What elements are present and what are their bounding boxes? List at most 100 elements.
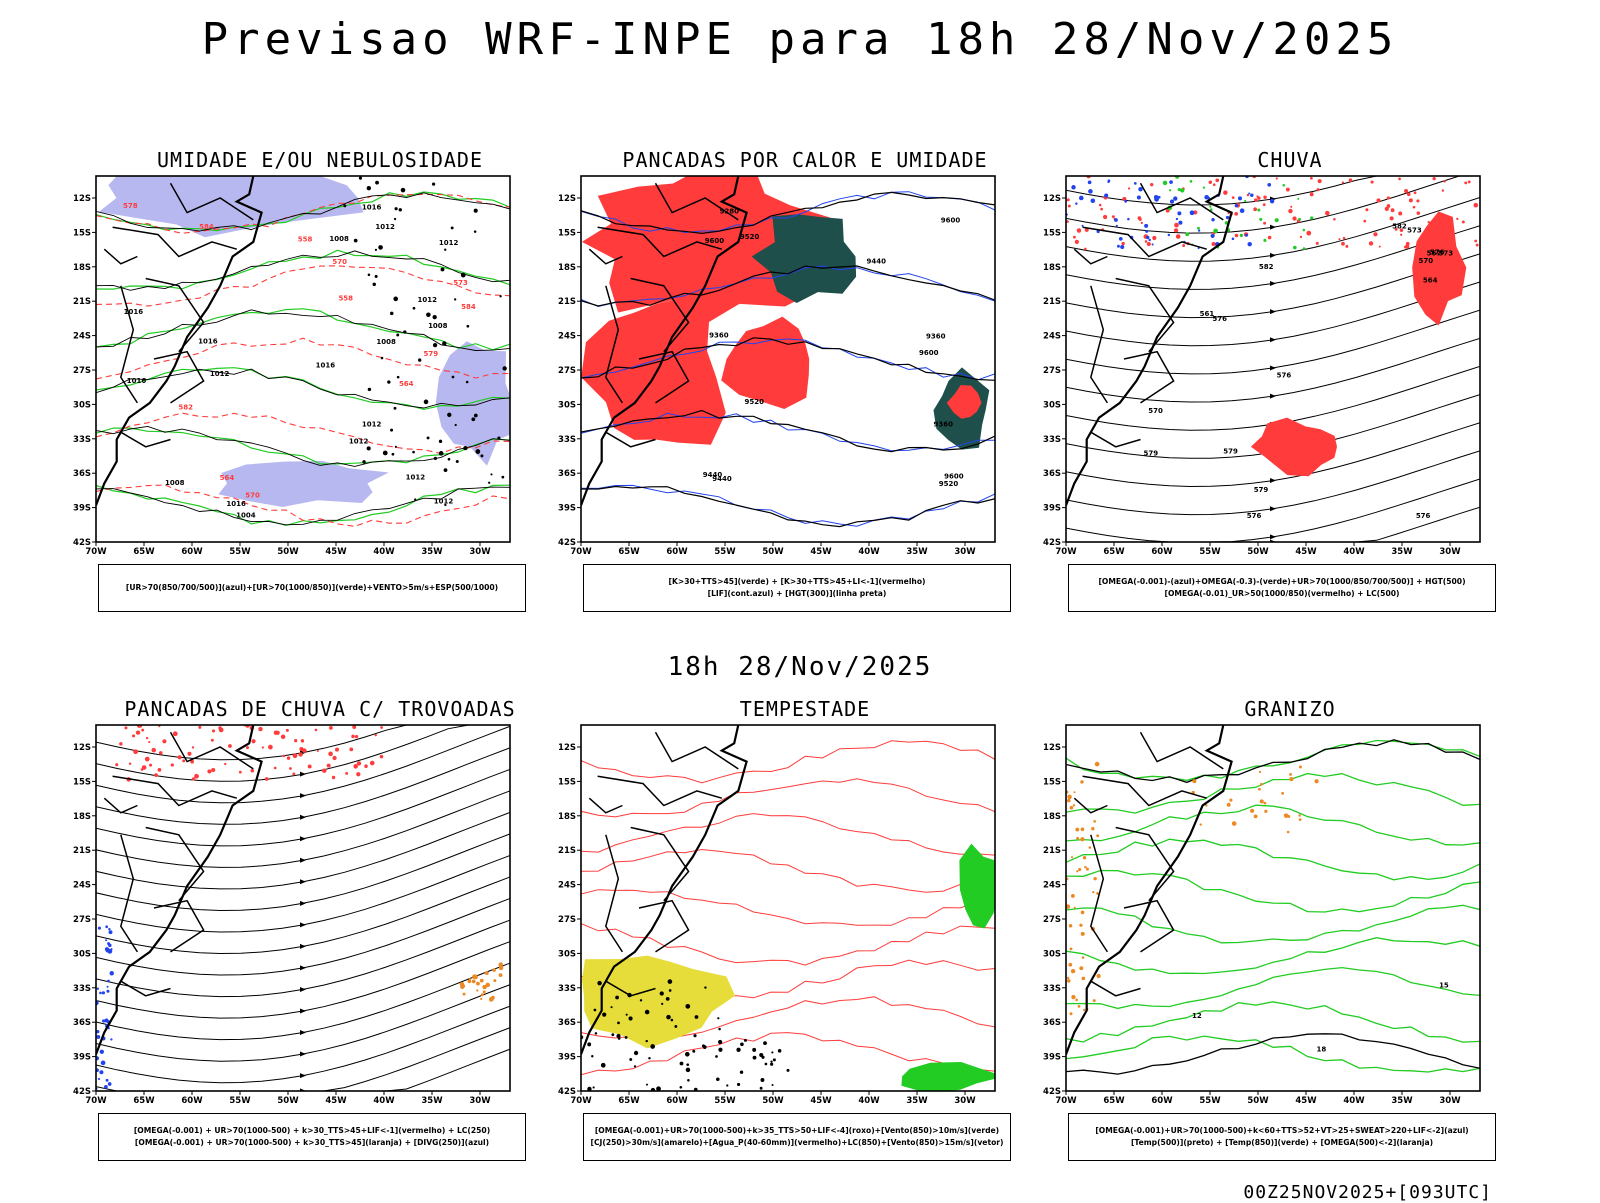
omega-orange [1071, 994, 1076, 1000]
y-tick-label: 12S [73, 743, 91, 753]
flow-arrow [1270, 393, 1276, 399]
wind-vector [704, 986, 707, 989]
divergence-blue [106, 989, 110, 993]
lc850-contour-red [581, 889, 995, 926]
wind-vector [659, 991, 664, 996]
x-tick-label: 60W [181, 547, 203, 557]
wind-vector [633, 1050, 639, 1056]
y-tick-label: 12S [73, 194, 91, 204]
storm-cell-red [154, 773, 158, 778]
omega-orange [1094, 761, 1100, 767]
panel-tempestade: TEMPESTADE 70W 65W 60W 55W 50W 45W 40W 35W 30W 12… [555, 697, 1055, 1167]
legend-line-1: [OMEGA(-0.001)+UR>70(1000-500)+k>35_TTS>… [594, 1126, 1000, 1135]
x-tick-label: 60W [1151, 1096, 1173, 1106]
storm-cell-red [224, 762, 227, 766]
state-border [112, 775, 238, 807]
divergence-blue [97, 926, 101, 930]
omega-orange [1088, 846, 1092, 849]
rain-omega-red [1138, 218, 1142, 221]
flow-arrow [1270, 280, 1276, 286]
rain-omega-blue [1225, 215, 1230, 220]
contour-label: 1008 [165, 479, 185, 487]
x-tick-label: 45W [1295, 547, 1317, 557]
rain-omega-blue [1234, 203, 1239, 208]
storm-cell-red [273, 766, 277, 770]
humidity-area-blue [98, 176, 364, 238]
storm-cell-red [353, 764, 358, 769]
storm-cell-red [331, 775, 336, 780]
x-tick-label: 55W [714, 1096, 736, 1106]
rain-omega-red [1146, 241, 1151, 247]
omega-orange [1078, 867, 1082, 872]
rain-omega-blue [1071, 185, 1076, 190]
storm-cell-red [187, 751, 192, 756]
instability-area-red [946, 385, 982, 419]
rain-omega-red [1175, 234, 1181, 239]
contour-label: 9440 [712, 475, 732, 483]
thickness-contour-red [96, 265, 510, 307]
flow-arrow [1270, 365, 1276, 371]
streamline [1066, 506, 1480, 542]
legend-line-2: [LIF](cont.azul) + [HGT(300)](linha pret… [707, 589, 887, 598]
omega-orange [1075, 998, 1078, 1002]
flow-arrow [300, 814, 306, 820]
wind-vector [426, 436, 430, 440]
hgt300-contour [581, 409, 995, 453]
wind-vector [717, 1039, 723, 1045]
wind-vector [433, 456, 438, 460]
state-border [1115, 277, 1175, 353]
storm-cell-red [115, 763, 119, 767]
rain-omega-green [1293, 245, 1297, 250]
rain-omega-red [1073, 235, 1076, 239]
rain-omega-red [1461, 220, 1465, 224]
wind-vector [444, 248, 447, 251]
rain-omega-blue [1237, 196, 1243, 201]
y-tick-label: 36S [558, 469, 576, 479]
rain-omega-green [1297, 197, 1300, 200]
y-tick-label: 36S [558, 1018, 576, 1028]
temp850-contour-green [1066, 739, 1480, 782]
panel-title: GRANIZO [1244, 697, 1336, 721]
omega-orange [1080, 837, 1085, 842]
wind-vector [438, 451, 444, 456]
y-tick-label: 18S [73, 263, 91, 273]
x-tick-label: 55W [229, 1096, 251, 1106]
y-tick-label: 21S [558, 846, 576, 856]
storm-cell-orange [471, 979, 476, 984]
wind-vector [667, 979, 673, 984]
wind-vector [600, 1062, 606, 1068]
divergence-blue [105, 939, 108, 942]
rain-omega-blue [1178, 220, 1183, 225]
rain-omega-red [1174, 222, 1179, 228]
wind-vector [715, 1055, 718, 1058]
omega-orange [1199, 823, 1202, 826]
wind-vector [367, 273, 371, 277]
rain-omega-blue [1239, 208, 1245, 214]
rain-omega-red [1376, 198, 1381, 203]
wind-vector [460, 272, 466, 278]
divergence-blue [110, 1038, 113, 1041]
wind-vector [763, 1041, 767, 1046]
rain-omega-green [1189, 180, 1193, 183]
x-tick-label: 45W [325, 547, 347, 557]
state-border [1139, 182, 1224, 221]
temp850-contour-green [1066, 1001, 1480, 1043]
divergence-blue [108, 943, 112, 948]
contour-label: 570 [1418, 257, 1433, 265]
storm-cell-red [300, 739, 305, 743]
map-chuva: 5795825795765765825765735765795705765735… [1043, 175, 1481, 557]
state-border [654, 731, 739, 770]
instability-area-red [581, 176, 831, 325]
wind-vector [391, 452, 395, 456]
y-tick-label: 27S [558, 366, 576, 376]
panel-title: TEMPESTADE [739, 697, 871, 721]
x-tick-label: 40W [858, 547, 880, 557]
contour-label: 1012 [434, 497, 454, 505]
contour-label: 9360 [933, 421, 953, 429]
rain-omega-red [1173, 228, 1179, 233]
pressure-contour [96, 192, 510, 232]
contour-label: 1012 [406, 473, 426, 481]
map-border [580, 175, 996, 543]
map-frame: 70W 65W 60W 55W 50W 45W 40W 35W 30W 12S 15S 18S 21S 2… [1043, 175, 1481, 557]
wind-vector [645, 1083, 649, 1086]
